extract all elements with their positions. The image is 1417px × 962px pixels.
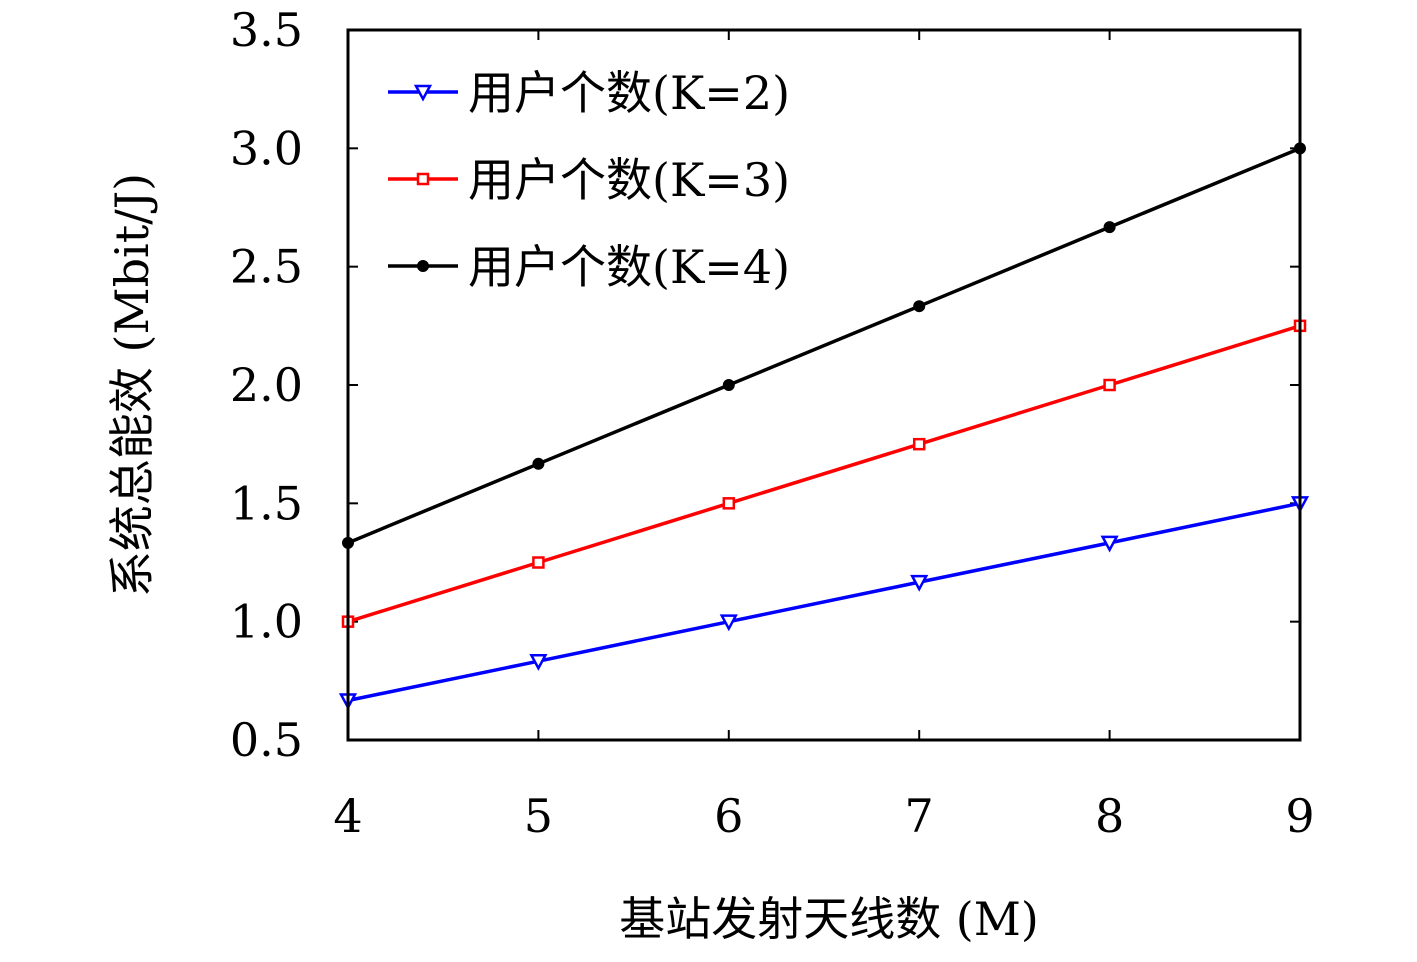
- legend-marker: [416, 172, 430, 186]
- y-tick-label: 0.5: [230, 713, 303, 767]
- series-line: [347, 146, 1301, 545]
- y-tick-label: 2.5: [230, 240, 303, 294]
- data-point: [719, 614, 738, 632]
- legend-label: 用户个数(K=3): [468, 153, 790, 207]
- data-point: [722, 497, 736, 510]
- data-point: [1103, 378, 1116, 392]
- series-line: [347, 324, 1301, 624]
- legend-label: 用户个数(K=4): [468, 240, 790, 294]
- data-point: [910, 574, 929, 592]
- legend-marker: [413, 84, 433, 102]
- legend-label: 用户个数(K=2): [468, 66, 790, 120]
- y-tick-label: 2.0: [230, 358, 303, 412]
- x-tick-label: 8: [1095, 789, 1124, 843]
- series-3: [342, 142, 1306, 549]
- series-2: [341, 319, 1307, 628]
- y-tick-label: 1.5: [230, 476, 303, 530]
- x-axis: 4 5 6 7 8 9: [333, 30, 1315, 843]
- series-layer: [338, 142, 1310, 711]
- x-axis-label: 基站发射天线数 (M): [619, 892, 1039, 946]
- series-1: [338, 496, 1310, 711]
- legend-item: 用户个数(K=2): [388, 66, 790, 120]
- data-point: [1103, 221, 1116, 234]
- legend-item: 用户个数(K=4): [388, 240, 790, 294]
- data-point: [912, 437, 926, 451]
- data-point: [722, 379, 735, 391]
- x-tick-label: 9: [1285, 789, 1314, 843]
- data-point: [532, 457, 545, 470]
- x-tick-label: 7: [905, 789, 934, 843]
- x-tick-label: 4: [333, 789, 362, 843]
- y-axis-label: 系统总能效 (Mbit/J): [105, 173, 159, 597]
- y-tick-label: 3.5: [230, 3, 303, 57]
- legend: 用户个数(K=2) 用户个数(K=3) 用户个数(K=4): [388, 66, 790, 294]
- x-tick-label: 5: [524, 789, 553, 843]
- y-axis: 0.5 1.0 1.5 2.0 2.5 3.0 3.5: [230, 3, 1300, 767]
- y-tick-label: 1.0: [230, 595, 303, 649]
- data-point: [529, 653, 548, 671]
- y-tick-label: 3.0: [230, 121, 303, 175]
- data-point: [532, 556, 545, 569]
- data-point: [913, 300, 926, 313]
- series-line: [347, 501, 1301, 703]
- legend-item: 用户个数(K=3): [388, 153, 790, 207]
- data-point: [1100, 535, 1119, 553]
- legend-marker: [417, 260, 429, 272]
- plot-frame: [346, 28, 1302, 742]
- x-tick-label: 6: [714, 789, 743, 843]
